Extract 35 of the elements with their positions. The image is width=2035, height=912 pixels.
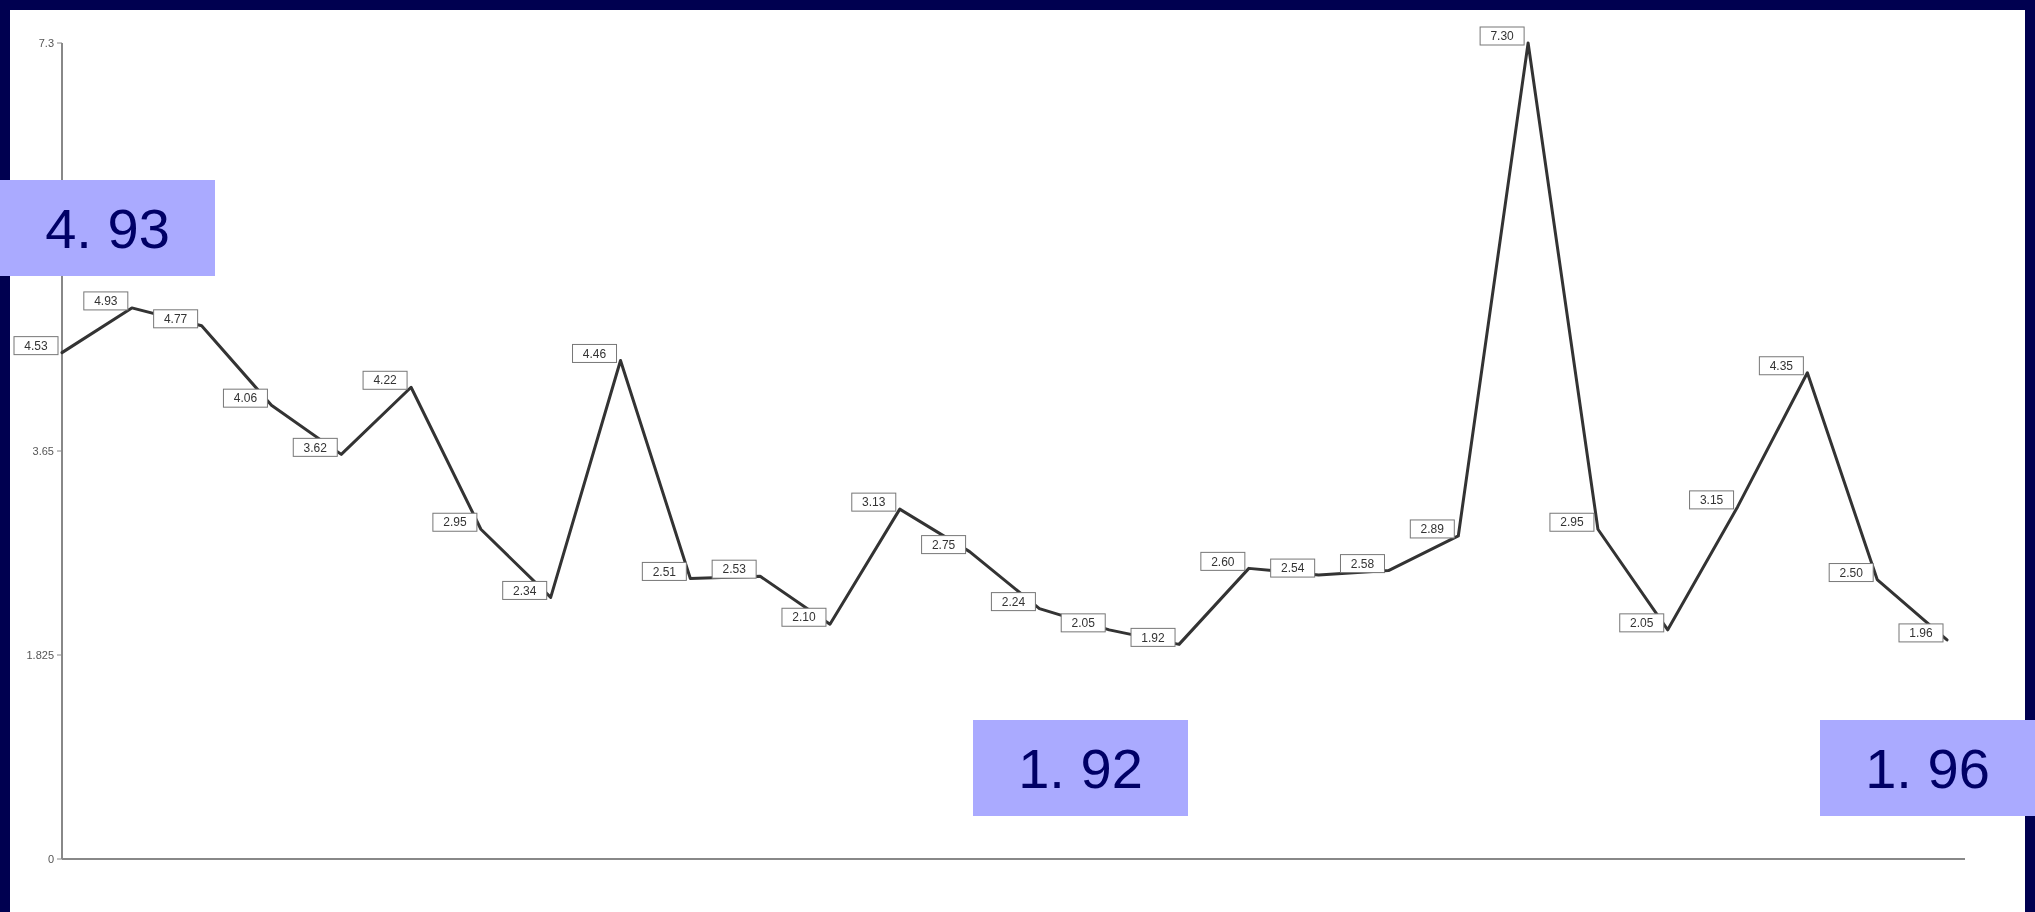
data-label: 3.15 <box>1699 493 1724 508</box>
data-label: 4.06 <box>233 391 258 406</box>
data-label: 2.05 <box>1071 616 1096 631</box>
data-label: 2.51 <box>652 564 677 579</box>
data-label: 2.24 <box>1001 594 1026 609</box>
data-label: 2.95 <box>1560 515 1584 530</box>
data-label: 4.93 <box>94 294 118 309</box>
data-label: 4.77 <box>163 312 188 327</box>
annotation: 1. 92 <box>1018 736 1143 800</box>
data-label: 2.60 <box>1211 554 1235 569</box>
y-tick-label: 1.825 <box>26 648 54 661</box>
data-label: 2.05 <box>1630 616 1654 631</box>
data-label: 4.53 <box>24 338 48 353</box>
annotation: 4. 93 <box>45 196 170 260</box>
data-label: 2.10 <box>792 610 816 625</box>
y-tick-label: 7.3 <box>38 36 54 49</box>
data-label: 2.53 <box>722 562 747 577</box>
y-tick-label: 3.65 <box>32 444 54 457</box>
data-label: 7.30 <box>1490 29 1515 44</box>
data-label: 1.92 <box>1141 630 1166 645</box>
data-label: 2.54 <box>1280 561 1305 576</box>
data-label: 4.46 <box>582 346 607 361</box>
data-label: 2.95 <box>443 515 467 530</box>
data-label: 3.13 <box>862 495 886 510</box>
data-label: 2.75 <box>931 537 956 552</box>
data-label: 2.34 <box>513 583 537 598</box>
data-label: 4.22 <box>373 373 398 388</box>
data-label: 3.62 <box>303 440 328 455</box>
y-tick-label: 0 <box>47 852 54 865</box>
data-label: 1.96 <box>1909 626 1933 641</box>
data-label: 2.89 <box>1420 522 1445 537</box>
data-label: 4.35 <box>1769 358 1794 373</box>
data-label: 2.58 <box>1350 556 1375 571</box>
annotation: 1. 96 <box>1865 736 1990 800</box>
data-label: 2.50 <box>1839 565 1864 580</box>
